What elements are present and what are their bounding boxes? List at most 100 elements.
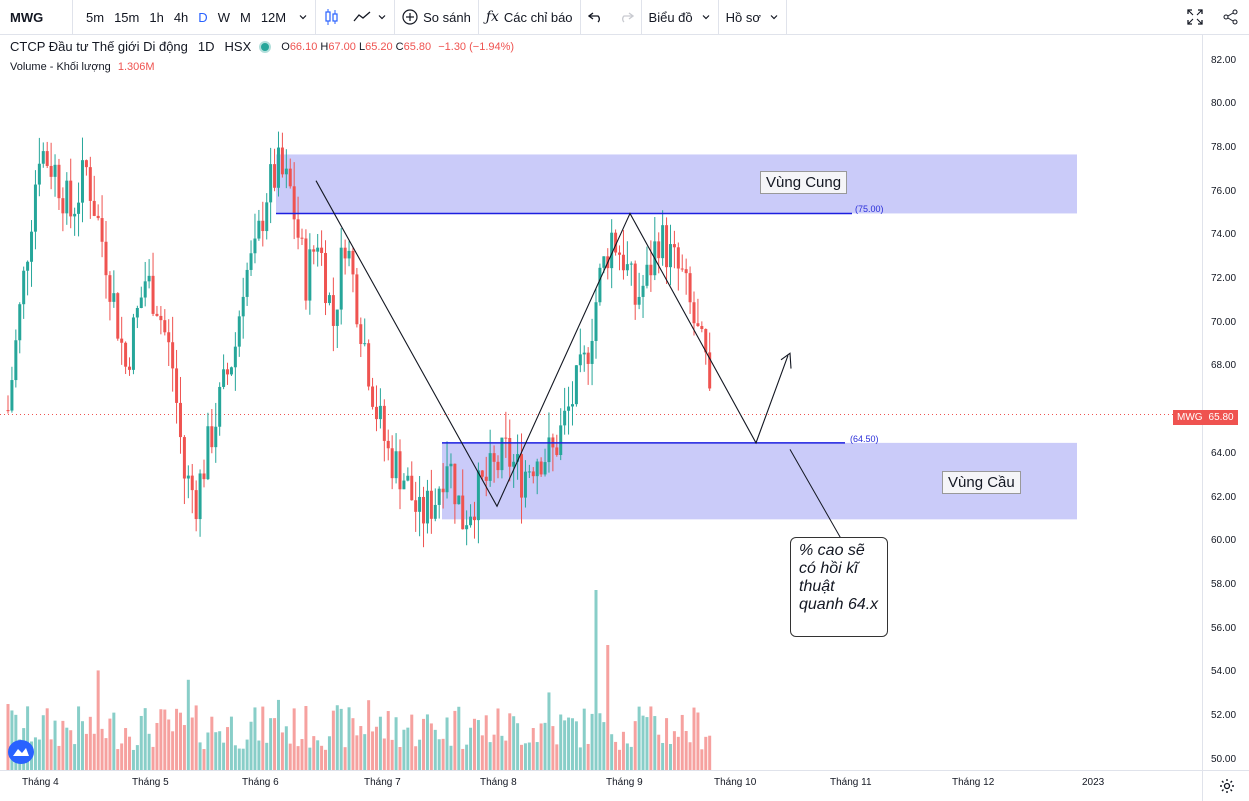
candle-body bbox=[77, 202, 81, 214]
candle-body bbox=[676, 247, 680, 269]
toolbar-divider bbox=[717, 0, 719, 34]
interval-m[interactable]: M bbox=[239, 9, 251, 25]
price-axis[interactable]: 82.00 80.00 78.00 76.00 74.00 72.00 70.00 68.00… bbox=[1202, 35, 1249, 770]
candle-body bbox=[457, 495, 461, 505]
price-tick-label: 60.00 bbox=[1211, 535, 1237, 547]
volume-bar bbox=[559, 714, 563, 770]
profile-menu-button[interactable]: Hồ sơ bbox=[719, 0, 786, 34]
compare-button[interactable]: So sánh bbox=[395, 0, 478, 34]
candle-body bbox=[131, 317, 135, 370]
candle-body bbox=[49, 165, 53, 177]
time-tick-label: Tháng 6 bbox=[242, 777, 279, 788]
redo-button[interactable] bbox=[611, 0, 641, 34]
volume-bar bbox=[539, 723, 543, 770]
chart-menu-button[interactable]: Biểu đồ bbox=[642, 0, 718, 34]
candle-body bbox=[10, 380, 14, 411]
volume-bar bbox=[339, 708, 343, 770]
volume-bar bbox=[414, 746, 418, 770]
candle-body bbox=[594, 302, 598, 341]
volume-bar bbox=[547, 692, 551, 770]
volume-bar bbox=[457, 706, 461, 770]
volume-bar bbox=[178, 712, 182, 770]
interval-dropdown[interactable] bbox=[291, 0, 315, 34]
volume-bar bbox=[155, 722, 159, 770]
volume-bar bbox=[351, 718, 355, 770]
candle-body bbox=[390, 448, 394, 479]
candle-body bbox=[198, 473, 202, 520]
time-tick-label: Tháng 8 bbox=[480, 777, 517, 788]
candle-body bbox=[441, 488, 445, 493]
volume-bar bbox=[661, 742, 665, 770]
time-tick-label: Tháng 11 bbox=[830, 777, 872, 788]
candle-body bbox=[582, 352, 586, 355]
price-chart[interactable] bbox=[0, 35, 1202, 770]
candle-body bbox=[347, 250, 351, 259]
time-tick-label: Tháng 10 bbox=[714, 777, 757, 788]
candle-body bbox=[692, 302, 696, 324]
interval-1h[interactable]: 1h bbox=[149, 9, 164, 25]
volume-bar bbox=[410, 714, 414, 770]
share-button[interactable] bbox=[1213, 0, 1249, 34]
callout-note[interactable]: % cao sẽ có hồi kĩ thuật quanh 64.x bbox=[790, 537, 888, 637]
zigzag-projection bbox=[315, 180, 789, 508]
interval-d[interactable]: D bbox=[198, 9, 208, 25]
candle-body bbox=[567, 406, 571, 411]
volume-bar bbox=[371, 731, 375, 770]
volume-bar bbox=[429, 723, 433, 770]
candle-body bbox=[128, 366, 132, 370]
candle-body bbox=[508, 437, 512, 467]
arrow-head-icon bbox=[780, 352, 792, 369]
indicators-button[interactable]: ƒx Các chỉ báo bbox=[479, 0, 580, 34]
candles-style-button[interactable] bbox=[316, 0, 346, 34]
price-tick-label: 70.00 bbox=[1211, 316, 1237, 328]
volume-bar bbox=[190, 717, 194, 770]
candle-body bbox=[618, 252, 622, 255]
volume-bar bbox=[296, 746, 300, 770]
interval-15m[interactable]: 15m bbox=[114, 9, 140, 25]
toolbar-divider bbox=[640, 0, 642, 34]
time-axis[interactable]: Tháng 4 Tháng 5 Tháng 6 Tháng 7 Tháng 8 Tháng… bbox=[0, 770, 1202, 801]
interval-4h[interactable]: 4h bbox=[173, 9, 189, 25]
line-style-button[interactable] bbox=[346, 0, 394, 34]
interval-12m[interactable]: 12M bbox=[260, 9, 287, 25]
price-tick-label: 82.00 bbox=[1211, 54, 1237, 66]
symbol-search[interactable]: MWG bbox=[10, 9, 44, 25]
time-tick-label: Tháng 7 bbox=[364, 777, 401, 788]
interval-w[interactable]: W bbox=[217, 9, 230, 25]
candle-body bbox=[296, 219, 300, 238]
volume-bar bbox=[367, 700, 371, 770]
volume-bar bbox=[96, 670, 100, 770]
volume-bar bbox=[116, 749, 120, 770]
candle-body bbox=[433, 504, 437, 519]
volume-bar bbox=[284, 726, 288, 770]
volume-bar bbox=[77, 706, 81, 770]
volume-bar bbox=[273, 718, 277, 770]
candle-body bbox=[425, 490, 429, 524]
volume-bar bbox=[484, 715, 488, 770]
candle-body bbox=[159, 315, 163, 321]
candle-body bbox=[559, 425, 563, 455]
volume-legend: Volume - Khối lượng 1.306M bbox=[10, 61, 155, 73]
volume-bar bbox=[543, 722, 547, 770]
candle-body bbox=[190, 475, 194, 491]
candle-body bbox=[374, 406, 378, 420]
volume-bar bbox=[331, 710, 335, 770]
fullscreen-button[interactable] bbox=[1177, 0, 1213, 34]
price-tick-label: 74.00 bbox=[1211, 229, 1237, 241]
interval-5m[interactable]: 5m bbox=[86, 9, 105, 25]
demand-zone-label[interactable]: Vùng Cầu bbox=[942, 471, 1021, 494]
volume-bar bbox=[245, 739, 249, 770]
tradingview-logo-icon[interactable] bbox=[8, 740, 34, 764]
volume-bar bbox=[374, 726, 378, 770]
volume-bar bbox=[324, 749, 328, 770]
candle-body bbox=[37, 163, 41, 185]
candle-body bbox=[402, 480, 406, 490]
volume-bar bbox=[135, 745, 139, 770]
chart-settings-button[interactable] bbox=[1202, 770, 1249, 801]
supply-zone-label[interactable]: Vùng Cung bbox=[760, 171, 848, 194]
volume-bar bbox=[406, 727, 410, 770]
volume-bar bbox=[629, 746, 633, 770]
undo-button[interactable] bbox=[581, 0, 611, 34]
volume-bar bbox=[88, 716, 92, 770]
candle-body bbox=[531, 471, 535, 477]
